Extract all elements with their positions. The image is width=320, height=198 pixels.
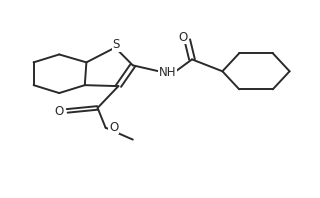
Text: S: S [112,38,120,51]
Text: O: O [55,105,64,118]
Text: O: O [109,121,118,134]
Text: O: O [179,31,188,44]
Text: NH: NH [159,66,176,79]
